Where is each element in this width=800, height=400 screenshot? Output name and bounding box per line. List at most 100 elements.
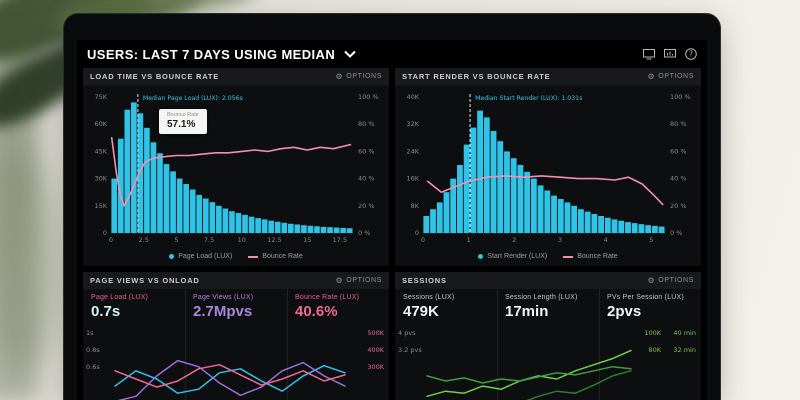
page-views-sparkline[interactable]: 1s 0.8s 0.6s 500K 400K 300K <box>83 322 387 400</box>
svg-text:2: 2 <box>512 236 516 244</box>
metric-value: 17min <box>505 303 549 320</box>
gear-icon: ⚙ <box>647 275 656 285</box>
legend-bounce-rate[interactable]: Bounce Rate <box>248 253 303 260</box>
legend-bounce-rate[interactable]: Bounce Rate <box>563 253 618 260</box>
metrics-row: Page Load (LUX) 0.7s Page Views (LUX) 2.… <box>83 289 389 322</box>
legend-label: Bounce Rate <box>262 253 303 260</box>
panel-header: START RENDER VS BOUNCE RATE ⚙ OPTIONS <box>395 68 701 85</box>
gear-icon: ⚙ <box>335 275 344 285</box>
metric-value: 2.7Mpvs <box>193 303 253 320</box>
metric-page-views: Page Views (LUX) 2.7Mpvs <box>185 289 287 322</box>
laptop-bezel: USERS: LAST 7 DAYS USING MEDIAN ? <box>64 14 720 400</box>
svg-text:80 %: 80 % <box>358 120 375 128</box>
panel-title: SESSIONS <box>402 276 447 285</box>
metric-label: PVs Per Session (LUX) <box>607 294 684 301</box>
presentation-icon[interactable] <box>664 48 676 60</box>
svg-text:1: 1 <box>467 236 471 244</box>
metric-page-load: Page Load (LUX) 0.7s <box>83 289 185 322</box>
svg-text:16K: 16K <box>406 175 419 183</box>
tooltip-label: Bounce Rate <box>167 112 199 118</box>
legend-label: Start Render (LUX) <box>487 253 548 260</box>
svg-text:5: 5 <box>174 236 178 244</box>
display-icon[interactable] <box>643 48 655 60</box>
tooltip-value: 57.1% <box>167 119 196 130</box>
legend-dot-icon <box>478 254 484 259</box>
svg-text:40 %: 40 % <box>358 175 375 183</box>
legend-page-load[interactable]: Page Load (LUX) <box>169 253 232 260</box>
metric-value: 40.6% <box>295 303 338 320</box>
svg-text:0 %: 0 % <box>358 229 370 237</box>
start-render-histogram[interactable]: 40K 32K 24K 16K 8K 0 100 % 80 % 60 % 40 % 20 % 0 % 0… <box>395 85 699 247</box>
svg-text:32 min: 32 min <box>673 346 696 354</box>
svg-text:24K: 24K <box>406 147 419 155</box>
svg-text:10: 10 <box>238 236 246 244</box>
help-icon[interactable]: ? <box>685 48 697 60</box>
panel-title: START RENDER VS BOUNCE RATE <box>402 72 551 81</box>
metric-pvs-per-session: PVs Per Session (LUX) 2pvs <box>599 289 701 322</box>
load-time-chart-area: 75K 60K 45K 30K 15K 0 100 % 80 % 60 % 40 % 20 % 0 %… <box>83 85 389 247</box>
svg-text:0: 0 <box>415 229 419 237</box>
svg-text:0.8s: 0.8s <box>86 346 100 354</box>
legend: Page Load (LUX) Bounce Rate <box>83 247 389 266</box>
legend-line-icon <box>248 255 259 258</box>
svg-text:60 %: 60 % <box>670 147 687 155</box>
options-button[interactable]: ⚙ OPTIONS <box>647 275 695 285</box>
metric-value: 2pvs <box>607 303 642 320</box>
options-label: OPTIONS <box>658 277 694 284</box>
legend-dot-icon <box>169 254 175 259</box>
start-render-chart-area: 40K 32K 24K 16K 8K 0 100 % 80 % 60 % 40 % 20 % 0 % 0… <box>395 85 701 247</box>
svg-text:7.5: 7.5 <box>204 236 214 244</box>
legend-line-icon <box>563 255 574 258</box>
legend-start-render[interactable]: Start Render (LUX) <box>478 253 547 260</box>
svg-text:80K: 80K <box>648 346 661 354</box>
panel-page-views-vs-onload: PAGE VIEWS VS ONLOAD ⚙ OPTIONS Page Load… <box>83 272 389 400</box>
svg-text:20 %: 20 % <box>358 202 375 210</box>
metrics-row: Sessions (LUX) 479K Session Length (LUX)… <box>395 289 701 322</box>
svg-text:40 min: 40 min <box>673 329 696 337</box>
metric-value: 0.7s <box>91 303 121 320</box>
svg-text:400K: 400K <box>367 346 384 354</box>
metric-label: Session Length (LUX) <box>505 294 578 301</box>
svg-text:100K: 100K <box>644 329 661 337</box>
chevron-down-icon[interactable] <box>343 50 357 58</box>
panel-sessions: SESSIONS ⚙ OPTIONS Sessions (LUX) 479K S… <box>395 272 701 400</box>
panel-header: PAGE VIEWS VS ONLOAD ⚙ OPTIONS <box>83 272 389 289</box>
metric-label: Page Load (LUX) <box>91 294 149 301</box>
plant-leaf <box>0 150 60 370</box>
options-label: OPTIONS <box>658 73 694 80</box>
options-label: OPTIONS <box>346 73 382 80</box>
svg-text:30K: 30K <box>94 175 107 183</box>
metric-bounce-rate: Bounce Rate (LUX) 40.6% <box>287 289 389 322</box>
svg-text:15: 15 <box>303 236 311 244</box>
column-divider <box>184 289 186 400</box>
page-title: USERS: LAST 7 DAYS USING MEDIAN <box>87 46 336 62</box>
svg-text:60 %: 60 % <box>358 147 375 155</box>
options-button[interactable]: ⚙ OPTIONS <box>335 275 383 285</box>
svg-text:3.2 pvs: 3.2 pvs <box>398 346 422 354</box>
sessions-sparkline[interactable]: 4 pvs 3.2 pvs 100K 80K 40 min 32 min <box>395 322 699 400</box>
svg-text:100 %: 100 % <box>358 93 379 101</box>
gear-icon: ⚙ <box>647 71 656 81</box>
panel-start-render-vs-bounce-rate: START RENDER VS BOUNCE RATE ⚙ OPTIONS 4 0… <box>395 68 701 266</box>
load-time-histogram[interactable]: 75K 60K 45K 30K 15K 0 100 % 80 % 60 % 40 % 20 % 0 %… <box>83 85 387 247</box>
svg-text:0.6s: 0.6s <box>86 363 100 371</box>
svg-text:0: 0 <box>109 236 113 244</box>
panel-title: LOAD TIME VS BOUNCE RATE <box>90 72 220 81</box>
svg-text:0: 0 <box>421 236 425 244</box>
panels-grid: LOAD TIME VS BOUNCE RATE ⚙ OPTIONS 75K 60… <box>77 68 707 400</box>
metric-sessions: Sessions (LUX) 479K <box>395 289 497 322</box>
svg-text:Median Start Render (LUX): 1.0: Median Start Render (LUX): 1.031s <box>475 95 582 102</box>
svg-text:8K: 8K <box>411 202 420 210</box>
svg-text:4: 4 <box>604 236 608 244</box>
svg-text:?: ? <box>689 50 693 59</box>
dashboard-screen: USERS: LAST 7 DAYS USING MEDIAN ? <box>77 40 707 400</box>
legend: Start Render (LUX) Bounce Rate <box>395 247 701 266</box>
column-divider <box>496 289 498 400</box>
bounce-rate-tooltip: Bounce Rate 57.1% <box>159 109 207 134</box>
svg-text:60K: 60K <box>94 120 107 128</box>
panel-load-time-vs-bounce-rate: LOAD TIME VS BOUNCE RATE ⚙ OPTIONS 75K 60… <box>83 68 389 266</box>
options-button[interactable]: ⚙ OPTIONS <box>647 71 695 81</box>
panel-header: SESSIONS ⚙ OPTIONS <box>395 272 701 289</box>
options-button[interactable]: ⚙ OPTIONS <box>336 72 383 81</box>
svg-text:32K: 32K <box>406 120 419 128</box>
